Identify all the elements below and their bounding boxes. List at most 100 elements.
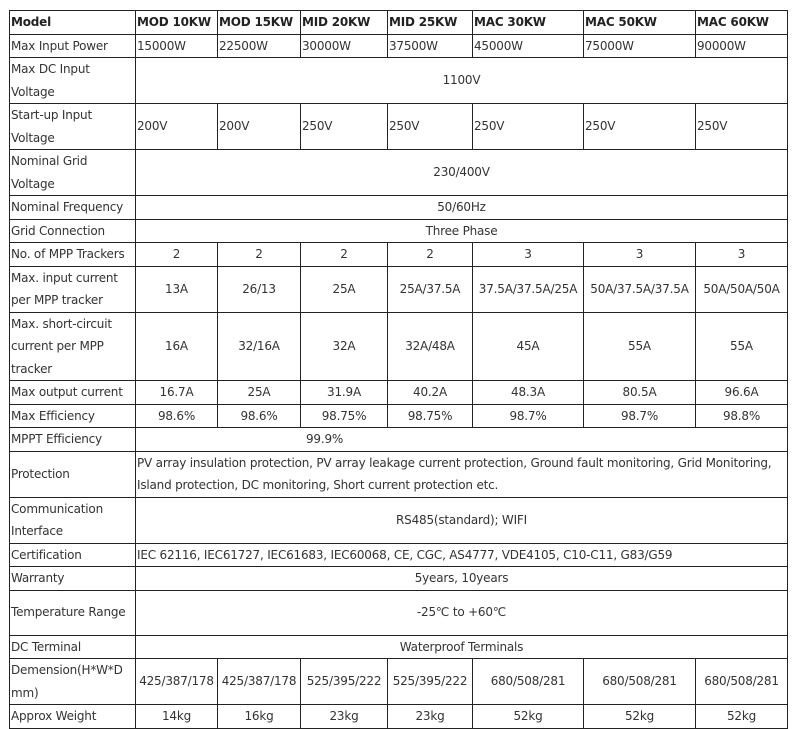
value-cell: 250V bbox=[695, 103, 788, 150]
row-label: Warranty bbox=[9, 566, 136, 591]
value-cell: Waterproof Terminals bbox=[135, 634, 788, 659]
row-label: Model bbox=[9, 10, 136, 35]
value-cell: 32A bbox=[300, 311, 388, 381]
value-cell: 23kg bbox=[387, 704, 473, 729]
value-cell: 1100V bbox=[135, 57, 788, 104]
value-cell: 52kg bbox=[695, 704, 788, 729]
value-cell: 98.75% bbox=[300, 403, 388, 428]
spec-table-body: Model MOD 10KW MOD 15KW MID 20KW MID 25KW MAC… bbox=[9, 10, 788, 729]
value-cell: 680/508/281 bbox=[695, 658, 788, 705]
model-header-cell: MAC 50KW bbox=[583, 10, 696, 35]
table-row: Nominal Grid Voltage 230/400V bbox=[9, 149, 788, 196]
value-cell: 26/13 bbox=[217, 265, 301, 313]
value-cell: 2 bbox=[217, 242, 301, 267]
row-label: Certification bbox=[9, 542, 136, 567]
value-cell: 25A bbox=[217, 380, 301, 405]
value-cell: 200V bbox=[217, 103, 301, 150]
row-label: Nominal Frequency bbox=[9, 195, 136, 220]
row-label: Max. short-circuit current per MPP track… bbox=[9, 311, 136, 381]
value-cell: 2 bbox=[135, 242, 218, 267]
value-cell: 52kg bbox=[472, 704, 584, 729]
model-header-cell: MOD 15KW bbox=[217, 10, 301, 35]
table-row: Demension(H*W*D mm) 425/387/178 425/387/17… bbox=[9, 658, 788, 705]
row-label: Demension(H*W*D mm) bbox=[9, 658, 136, 705]
value-cell: 16.7A bbox=[135, 380, 218, 405]
value-cell: 3 bbox=[695, 242, 788, 267]
value-cell: 22500W bbox=[217, 33, 301, 58]
value-cell: 96.6A bbox=[695, 380, 788, 405]
value-cell: 16kg bbox=[217, 704, 301, 729]
value-cell: 98.7% bbox=[583, 403, 696, 428]
value-cell: 13A bbox=[135, 265, 218, 313]
value-cell: 3 bbox=[583, 242, 696, 267]
value-cell: 2 bbox=[387, 242, 473, 267]
row-label: Protection bbox=[9, 450, 136, 498]
value-cell: 55A bbox=[583, 311, 696, 381]
table-row: Nominal Frequency 50/60Hz bbox=[9, 195, 788, 220]
value-cell: 32A/48A bbox=[387, 311, 473, 381]
value-cell: 23kg bbox=[300, 704, 388, 729]
value-cell: 48.3A bbox=[472, 380, 584, 405]
value-cell: 52kg bbox=[583, 704, 696, 729]
value-cell: 15000W bbox=[135, 33, 218, 58]
value-cell: 425/387/178 bbox=[217, 658, 301, 705]
model-header-cell: MOD 10KW bbox=[135, 10, 218, 35]
value-cell: 250V bbox=[472, 103, 584, 150]
value-cell: 45A bbox=[472, 311, 584, 381]
value-cell: Three Phase bbox=[135, 218, 788, 243]
row-label: Grid Connection bbox=[9, 218, 136, 243]
value-cell: 425/387/178 bbox=[135, 658, 218, 705]
table-row: No. of MPP Trackers 2 2 2 2 3 3 3 bbox=[9, 242, 788, 267]
value-cell: 30000W bbox=[300, 33, 388, 58]
table-row: Warranty 5years, 10years bbox=[9, 566, 788, 591]
value-cell: 200V bbox=[135, 103, 218, 150]
table-row: Max Efficiency 98.6% 98.6% 98.75% 98.75% 98.7… bbox=[9, 403, 788, 428]
row-label: Temperature Range bbox=[9, 589, 136, 636]
value-cell: 250V bbox=[583, 103, 696, 150]
value-cell: 250V bbox=[387, 103, 473, 150]
table-row: Max. short-circuit current per MPP track… bbox=[9, 311, 788, 381]
table-row: Max Input Power 15000W 22500W 30000W 37500W 4… bbox=[9, 33, 788, 58]
value-cell: 98.8% bbox=[695, 403, 788, 428]
row-label: MPPT Efficiency bbox=[9, 427, 136, 452]
value-cell: 250V bbox=[300, 103, 388, 150]
value-cell: IEC 62116, IEC61727, IEC61683, IEC60068,… bbox=[135, 542, 788, 567]
value-cell: 14kg bbox=[135, 704, 218, 729]
value-cell: 31.9A bbox=[300, 380, 388, 405]
row-label: DC Terminal bbox=[9, 634, 136, 659]
row-label: Communication Interface bbox=[9, 496, 136, 544]
value-cell: 98.6% bbox=[217, 403, 301, 428]
row-label: No. of MPP Trackers bbox=[9, 242, 136, 267]
value-cell: 50A/37.5A/37.5A bbox=[583, 265, 696, 313]
row-label: Max. input current per MPP tracker bbox=[9, 265, 136, 313]
table-row: DC Terminal Waterproof Terminals bbox=[9, 634, 788, 659]
value-cell: 45000W bbox=[472, 33, 584, 58]
row-label: Start-up Input Voltage bbox=[9, 103, 136, 150]
table-header-row: Model MOD 10KW MOD 15KW MID 20KW MID 25KW MAC… bbox=[9, 10, 788, 35]
model-header-cell: MID 20KW bbox=[300, 10, 388, 35]
value-cell: 32/16A bbox=[217, 311, 301, 381]
value-cell: 37500W bbox=[387, 33, 473, 58]
table-row: Max. input current per MPP tracker 13A 26/… bbox=[9, 265, 788, 313]
table-row: Max DC Input Voltage 1100V bbox=[9, 57, 788, 104]
table-row: Approx Weight 14kg 16kg 23kg 23kg 52kg 52kg 52k… bbox=[9, 704, 788, 729]
value-cell: 680/508/281 bbox=[472, 658, 584, 705]
value-cell: 98.7% bbox=[472, 403, 584, 428]
value-cell: PV array insulation protection, PV array… bbox=[135, 450, 788, 498]
value-cell: 525/395/222 bbox=[300, 658, 388, 705]
value-cell: RS485(standard); WIFI bbox=[135, 496, 788, 544]
row-label: Max DC Input Voltage bbox=[9, 57, 136, 104]
row-label: Max output current bbox=[9, 380, 136, 405]
table-row: Temperature Range -25℃ to +60℃ bbox=[9, 589, 788, 636]
table-row: Protection PV array insulation protection… bbox=[9, 450, 788, 498]
row-label: Approx Weight bbox=[9, 704, 136, 729]
table-row: Grid Connection Three Phase bbox=[9, 218, 788, 243]
value-cell: 525/395/222 bbox=[387, 658, 473, 705]
table-row: Max output current 16.7A 25A 31.9A 40.2A 48.3… bbox=[9, 380, 788, 405]
model-header-cell: MAC 30KW bbox=[472, 10, 584, 35]
value-cell: 16A bbox=[135, 311, 218, 381]
value-cell: 2 bbox=[300, 242, 388, 267]
value-cell: 37.5A/37.5A/25A bbox=[472, 265, 584, 313]
row-label: Max Efficiency bbox=[9, 403, 136, 428]
value-cell: 5years, 10years bbox=[135, 566, 788, 591]
